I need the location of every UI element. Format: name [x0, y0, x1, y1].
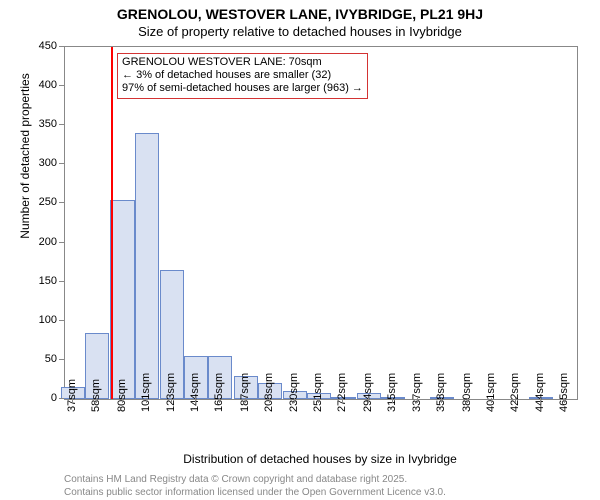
x-tick-mark	[245, 398, 246, 403]
y-tick-mark	[59, 124, 64, 125]
y-tick-label: 350	[29, 118, 57, 130]
histogram-bar	[135, 133, 159, 399]
chart-title-sub: Size of property relative to detached ho…	[0, 24, 600, 39]
y-tick-mark	[59, 163, 64, 164]
x-tick-mark	[564, 398, 565, 403]
callout-line-2: ← 3% of detached houses are smaller (32)	[122, 69, 363, 82]
y-tick-label: 200	[29, 236, 57, 248]
callout-box: GRENOLOU WESTOVER LANE: 70sqm← 3% of det…	[117, 53, 368, 99]
x-tick-mark	[467, 398, 468, 403]
y-tick-mark	[59, 320, 64, 321]
x-tick-mark	[96, 398, 97, 403]
x-tick-mark	[491, 398, 492, 403]
y-tick-label: 100	[29, 314, 57, 326]
property-marker-line	[111, 47, 113, 399]
x-tick-mark	[146, 398, 147, 403]
callout-line-3: 97% of semi-detached houses are larger (…	[122, 82, 363, 95]
x-axis-label: Distribution of detached houses by size …	[64, 452, 576, 466]
x-tick-mark	[195, 398, 196, 403]
x-tick-mark	[441, 398, 442, 403]
footer-line-1: Contains HM Land Registry data © Crown c…	[64, 474, 600, 485]
y-tick-label: 400	[29, 79, 57, 91]
y-tick-mark	[59, 85, 64, 86]
y-tick-label: 150	[29, 275, 57, 287]
histogram-chart: GRENOLOU, WESTOVER LANE, IVYBRIDGE, PL21…	[0, 0, 600, 500]
chart-title-main: GRENOLOU, WESTOVER LANE, IVYBRIDGE, PL21…	[0, 6, 600, 22]
x-tick-mark	[368, 398, 369, 403]
x-tick-mark	[417, 398, 418, 403]
x-tick-mark	[392, 398, 393, 403]
x-tick-mark	[540, 398, 541, 403]
x-tick-mark	[72, 398, 73, 403]
y-tick-mark	[59, 202, 64, 203]
x-tick-mark	[122, 398, 123, 403]
y-tick-mark	[59, 398, 64, 399]
x-tick-mark	[294, 398, 295, 403]
y-tick-label: 300	[29, 157, 57, 169]
y-tick-mark	[59, 242, 64, 243]
y-tick-label: 50	[29, 353, 57, 365]
y-tick-mark	[59, 359, 64, 360]
y-tick-label: 450	[29, 40, 57, 52]
y-tick-mark	[59, 281, 64, 282]
y-tick-label: 250	[29, 196, 57, 208]
x-tick-mark	[318, 398, 319, 403]
x-tick-mark	[515, 398, 516, 403]
x-tick-mark	[342, 398, 343, 403]
histogram-bar	[110, 200, 134, 399]
plot-area: GRENOLOU WESTOVER LANE: 70sqm← 3% of det…	[64, 46, 578, 400]
x-tick-mark	[269, 398, 270, 403]
callout-line-1: GRENOLOU WESTOVER LANE: 70sqm	[122, 56, 363, 69]
footer-line-2: Contains public sector information licen…	[64, 487, 600, 498]
x-tick-mark	[219, 398, 220, 403]
y-tick-label: 0	[29, 392, 57, 404]
x-tick-mark	[171, 398, 172, 403]
y-tick-mark	[59, 46, 64, 47]
